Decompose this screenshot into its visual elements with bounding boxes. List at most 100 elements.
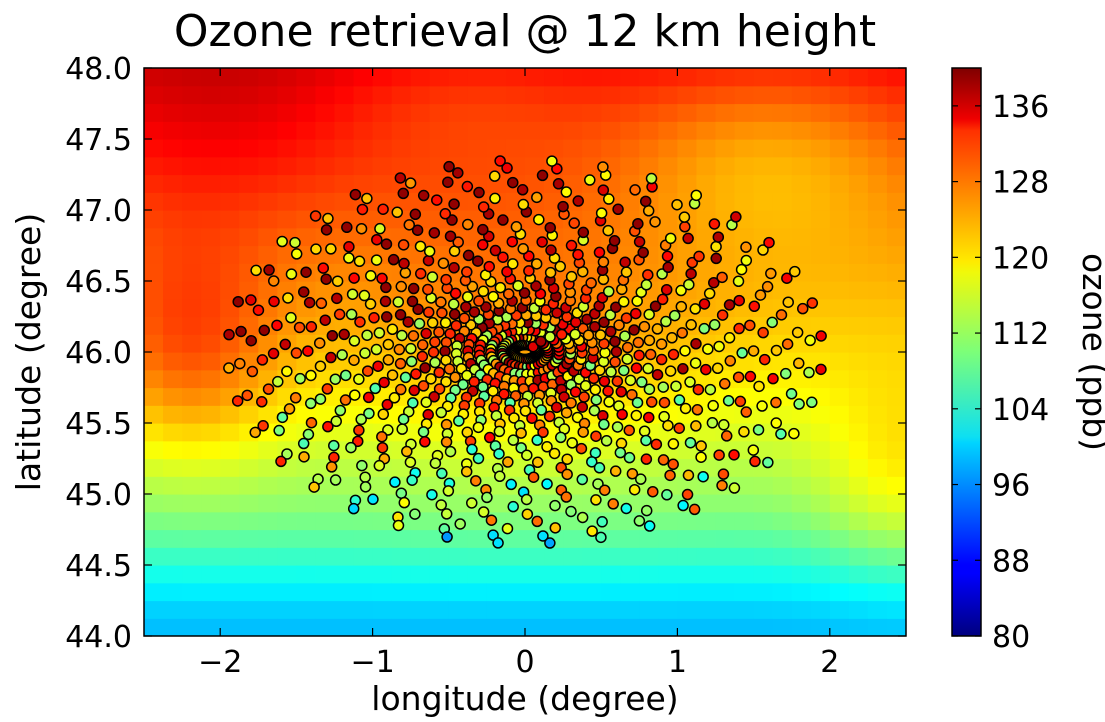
heatmap-cell [220, 565, 240, 584]
heatmap-cell [448, 494, 469, 513]
heatmap-cell [296, 68, 317, 87]
heatmap-cell [334, 85, 355, 105]
heatmap-cell [791, 511, 812, 531]
scatter-point [676, 327, 689, 339]
scatter-point [684, 376, 696, 388]
scatter-point [590, 494, 602, 506]
heatmap-cell [144, 405, 164, 424]
heatmap-cell [220, 458, 240, 477]
heatmap-cell [753, 121, 774, 140]
scatter-point [497, 251, 509, 263]
scatter-point [361, 192, 373, 205]
heatmap-cell [544, 547, 564, 566]
scatter-point [353, 424, 365, 437]
scatter-point [757, 244, 769, 256]
scatter-point [372, 360, 384, 372]
scatter-point [655, 338, 668, 350]
heatmap-cell [867, 192, 888, 211]
scatter-point [793, 398, 805, 410]
heatmap-cell [467, 618, 488, 636]
heatmap-cell [772, 547, 793, 566]
heatmap-cell [601, 121, 621, 140]
heatmap-cell [601, 68, 621, 87]
heatmap-cell [201, 387, 221, 406]
heatmap-cell [277, 103, 297, 122]
scatter-point [395, 383, 407, 396]
scatter-point [806, 396, 818, 409]
colorbar-tick-label: 128 [992, 166, 1049, 201]
scatter-point [426, 488, 438, 501]
scatter-point [673, 394, 686, 406]
scatter-point [546, 155, 558, 167]
scatter-point [615, 437, 628, 450]
heatmap-cell [201, 281, 221, 300]
heatmap-cell [677, 156, 698, 176]
heatmap-cell [334, 547, 355, 566]
heatmap-cell [163, 263, 183, 282]
heatmap-cell [658, 174, 678, 193]
scatter-point [404, 177, 417, 189]
scatter-point [442, 485, 455, 497]
heatmap-cell [696, 565, 717, 584]
heatmap-cell [144, 582, 164, 602]
scatter-point [608, 235, 621, 247]
scatter-point [793, 357, 805, 370]
scatter-point [640, 504, 653, 517]
scatter-point [656, 293, 669, 306]
heatmap-cell [867, 405, 888, 424]
scatter-point [231, 395, 244, 407]
heatmap-cell [658, 121, 678, 140]
scatter-point [597, 161, 609, 173]
heatmap-cell [867, 281, 888, 300]
scatter-point [545, 244, 557, 256]
heatmap-cell [772, 494, 793, 513]
heatmap-cell [372, 174, 393, 193]
scatter-point [477, 285, 490, 298]
heatmap-cell [829, 103, 850, 122]
heatmap-cell [696, 263, 717, 282]
scatter-point [770, 344, 783, 357]
heatmap-cell [372, 156, 393, 176]
heatmap-cell [334, 423, 355, 442]
heatmap-cell [810, 210, 831, 229]
heatmap-cell [239, 529, 259, 548]
heatmap-cell [734, 494, 755, 513]
heatmap-cell [239, 103, 259, 122]
heatmap-cell [734, 458, 755, 477]
heatmap-cell [829, 511, 850, 531]
heatmap-cell [848, 458, 869, 477]
scatter-point [489, 192, 501, 205]
heatmap-cell [353, 85, 374, 105]
scatter-point [374, 222, 386, 235]
scatter-point [628, 483, 641, 496]
heatmap-cell [486, 582, 507, 602]
scatter-point [763, 236, 775, 249]
heatmap-cell [620, 565, 640, 584]
heatmap-cell [220, 405, 240, 424]
heatmap-cell [315, 281, 336, 300]
heatmap-cell [867, 582, 888, 602]
scatter-point [359, 471, 371, 483]
scatter-point [517, 198, 530, 211]
scatter-point [428, 227, 441, 239]
scatter-point [621, 353, 634, 365]
heatmap-cell [448, 85, 469, 105]
heatmap-cell [391, 547, 412, 566]
scatter-point [630, 409, 643, 422]
scatter-point [679, 402, 692, 415]
scatter-point [645, 172, 658, 185]
scatter-point [728, 482, 741, 494]
scatter-point [505, 478, 517, 491]
heatmap-cell [182, 423, 202, 442]
scatter-point [388, 392, 401, 404]
heatmap-cell [182, 352, 202, 371]
scatter-point [740, 241, 752, 253]
heatmap-cell [220, 494, 240, 513]
scatter-point [487, 290, 500, 303]
heatmap-cell [163, 618, 183, 636]
scatter-point [716, 479, 728, 492]
heatmap-cell [772, 458, 793, 477]
heatmap-cell [848, 316, 869, 335]
heatmap-cell [201, 369, 221, 389]
scatter-point [422, 408, 434, 421]
